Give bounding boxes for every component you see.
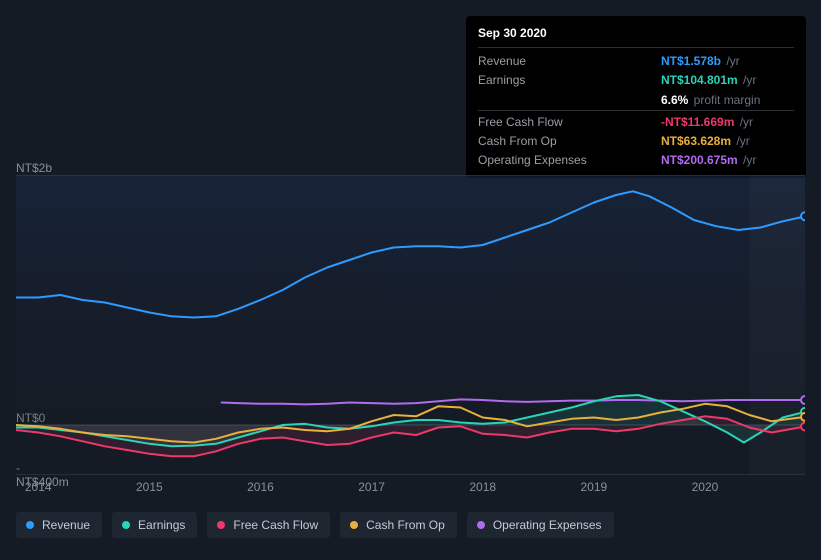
tooltip-row-label: Cash From Op (478, 132, 661, 151)
x-tick-label: 2016 (247, 480, 274, 494)
financials-chart[interactable]: NT$2bNT$0-NT$400m (16, 155, 805, 475)
tooltip-row-value: NT$63.628m /yr (661, 132, 794, 151)
tooltip-date: Sep 30 2020 (478, 24, 794, 48)
tooltip-row-label: Free Cash Flow (478, 110, 661, 132)
x-axis-labels: 2014 2015 2016 2017 2018 2019 2020 (16, 480, 805, 496)
legend-label: Earnings (138, 518, 185, 532)
legend-item-earnings[interactable]: Earnings (112, 512, 197, 538)
tooltip-row-label (478, 91, 661, 111)
chart-tooltip: Sep 30 2020 RevenueNT$1.578b /yrEarnings… (466, 16, 806, 178)
swatch-icon (26, 521, 34, 529)
x-tick-label: 2018 (469, 480, 496, 494)
swatch-icon (122, 521, 130, 529)
x-tick-label: 2014 (25, 480, 52, 494)
legend-item-opex[interactable]: Operating Expenses (467, 512, 614, 538)
legend-item-revenue[interactable]: Revenue (16, 512, 102, 538)
swatch-icon (350, 521, 358, 529)
x-tick-label: 2019 (580, 480, 607, 494)
x-tick-label: 2015 (136, 480, 163, 494)
chart-plot (16, 175, 805, 475)
chart-legend: Revenue Earnings Free Cash Flow Cash From O… (16, 512, 614, 538)
legend-label: Operating Expenses (493, 518, 602, 532)
tooltip-row-value: 6.6% profit margin (661, 91, 794, 111)
legend-label: Free Cash Flow (233, 518, 318, 532)
swatch-icon (477, 521, 485, 529)
x-tick-label: 2020 (692, 480, 719, 494)
tooltip-row-value: -NT$11.669m /yr (661, 110, 794, 132)
tooltip-row-label: Earnings (478, 71, 661, 90)
tooltip-table: RevenueNT$1.578b /yrEarningsNT$104.801m … (478, 52, 794, 170)
tooltip-row-value: NT$104.801m /yr (661, 71, 794, 90)
x-tick-label: 2017 (358, 480, 385, 494)
legend-item-fcf[interactable]: Free Cash Flow (207, 512, 330, 538)
y-tick-label: NT$2b (16, 161, 52, 175)
legend-label: Cash From Op (366, 518, 445, 532)
swatch-icon (217, 521, 225, 529)
legend-label: Revenue (42, 518, 90, 532)
legend-item-cfo[interactable]: Cash From Op (340, 512, 457, 538)
tooltip-row-value: NT$1.578b /yr (661, 52, 794, 71)
tooltip-row-label: Revenue (478, 52, 661, 71)
